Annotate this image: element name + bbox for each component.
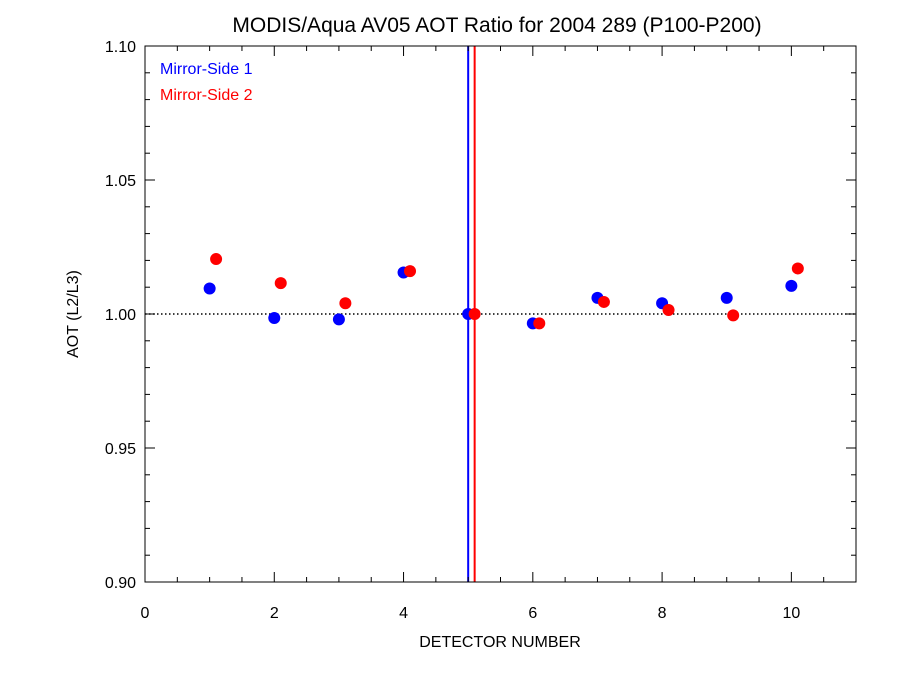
- data-point-side-1: [720, 291, 733, 304]
- x-tick-label: 6: [528, 605, 537, 622]
- x-tick-label: 0: [141, 605, 150, 622]
- legend-entry-mirror-side-1: Mirror-Side 1: [160, 61, 253, 78]
- data-point-side-1: [203, 282, 216, 295]
- reference-lines: [145, 46, 856, 582]
- data-point-side-2: [727, 309, 740, 322]
- y-tick-label: 0.90: [105, 575, 136, 592]
- legend-entry-mirror-side-2: Mirror-Side 2: [160, 87, 253, 104]
- data-point-side-2: [274, 277, 287, 290]
- data-points: [203, 253, 804, 330]
- y-axis-label: AOT (L2/L3): [65, 270, 82, 358]
- y-tick-label: 1.10: [105, 39, 136, 56]
- data-point-side-2: [791, 262, 804, 275]
- data-point-side-2: [468, 308, 481, 320]
- x-axis-label: DETECTOR NUMBER: [419, 634, 581, 651]
- y-axis: 0.90 0.95 1.00 1.05 1.10: [105, 39, 856, 592]
- data-point-side-2: [339, 297, 352, 310]
- legend: Mirror-Side 1 Mirror-Side 2: [160, 61, 253, 104]
- x-tick-label: 8: [658, 605, 667, 622]
- x-axis: 0 2 4 6 8 10: [141, 46, 857, 622]
- data-point-side-2: [404, 265, 417, 278]
- y-tick-label: 1.05: [105, 173, 136, 190]
- data-point-side-1: [785, 279, 798, 292]
- chart-title: MODIS/Aqua AV05 AOT Ratio for 2004 289 (…: [232, 14, 761, 37]
- y-tick-label: 0.95: [105, 441, 136, 458]
- data-point-side-2: [662, 303, 675, 316]
- data-point-side-1: [268, 312, 281, 325]
- data-point-side-2: [597, 295, 610, 308]
- data-point-side-1: [332, 313, 345, 326]
- x-tick-label: 2: [270, 605, 279, 622]
- data-point-side-2: [210, 253, 223, 266]
- y-tick-label: 1.00: [105, 307, 136, 324]
- data-point-side-2: [533, 317, 546, 330]
- x-tick-label: 10: [782, 605, 800, 622]
- x-tick-label: 4: [399, 605, 408, 622]
